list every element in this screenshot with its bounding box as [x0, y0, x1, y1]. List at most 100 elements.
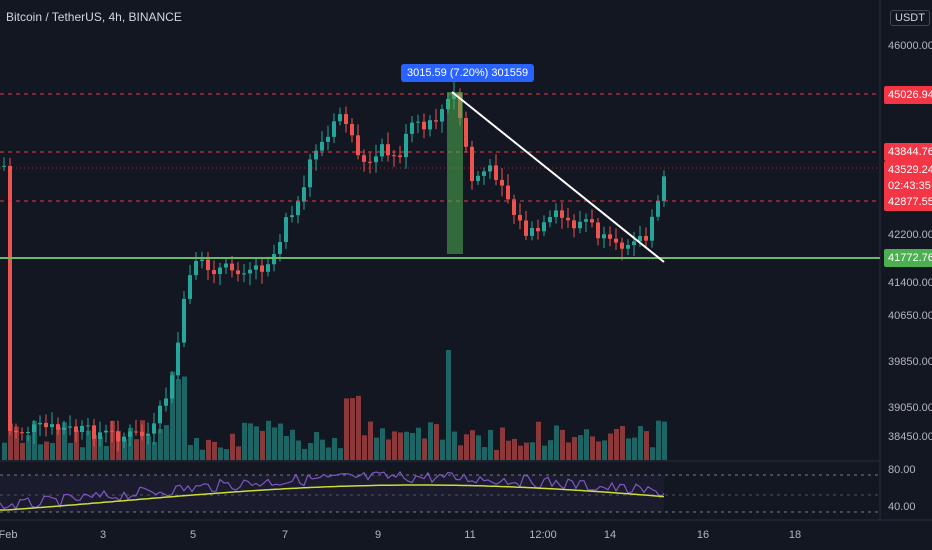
- volume-bar: [650, 447, 655, 460]
- volume-bar: [38, 444, 43, 460]
- volume-bar: [62, 422, 67, 460]
- candle-body: [434, 120, 438, 122]
- candle-body: [56, 424, 60, 430]
- time-tick: 12:00: [529, 529, 557, 541]
- candle-body: [104, 430, 108, 433]
- volume-bar: [626, 438, 631, 460]
- candle-body: [86, 425, 90, 427]
- volume-bar: [554, 425, 559, 460]
- volume-bar: [14, 426, 19, 460]
- candle-body: [290, 215, 294, 218]
- candle-body: [176, 342, 180, 376]
- candle-body: [662, 176, 666, 201]
- volume-bar: [578, 435, 583, 460]
- volume-bar: [320, 439, 325, 460]
- candle-body: [158, 405, 162, 424]
- time-tick: 7: [281, 529, 289, 541]
- candle-body: [98, 432, 102, 439]
- volume-bar: [344, 398, 349, 460]
- volume-bar: [224, 449, 229, 460]
- level-price-box: 42877.55: [884, 193, 932, 211]
- volume-bar: [218, 447, 223, 460]
- time-tick: Feb: [0, 529, 18, 541]
- candle-body: [428, 120, 432, 130]
- volume-bar: [638, 426, 643, 460]
- candle-body: [530, 228, 534, 236]
- candle-body: [350, 124, 354, 136]
- volume-bar: [290, 429, 295, 460]
- candle-body: [68, 426, 72, 428]
- time-tick: 3: [99, 529, 107, 541]
- volume-bar: [644, 431, 649, 460]
- candle-body: [578, 221, 582, 229]
- volume-bar: [434, 424, 439, 460]
- candle-body: [590, 219, 594, 223]
- candle-body: [524, 220, 528, 236]
- candle-body: [212, 270, 216, 275]
- candle-body: [512, 199, 516, 215]
- volume-bar: [236, 446, 241, 460]
- candle-body: [116, 431, 120, 442]
- volume-bar: [74, 430, 79, 460]
- candle-body: [602, 234, 606, 239]
- volume-bar: [302, 448, 307, 460]
- level-price-box: 45026.94: [884, 86, 932, 104]
- candle-body: [386, 144, 390, 156]
- volume-bar: [500, 427, 505, 460]
- candle-body: [50, 424, 54, 428]
- price-tick: 46000.00: [888, 40, 932, 52]
- candle-body: [308, 159, 312, 188]
- candle-body: [128, 431, 132, 437]
- volume-bar: [596, 441, 601, 460]
- candle-body: [278, 241, 282, 254]
- volume-bar: [86, 430, 91, 460]
- volume-bar: [152, 442, 157, 460]
- candle-body: [272, 253, 276, 265]
- volume-bar: [446, 350, 451, 460]
- volume-bar: [200, 449, 205, 460]
- level-price-box: 43844.76: [884, 143, 932, 161]
- candle-body: [572, 220, 576, 229]
- candle-body: [38, 422, 42, 425]
- volume-bar: [632, 437, 637, 460]
- volume-bar: [80, 447, 85, 460]
- volume-bar: [176, 379, 181, 460]
- descending-trendline[interactable]: [451, 91, 665, 263]
- volume-bar: [188, 445, 193, 460]
- volume-bar: [482, 447, 487, 460]
- volume-bar: [602, 440, 607, 460]
- volume-bar: [104, 446, 109, 460]
- volume-bar: [296, 440, 301, 460]
- candle-body: [80, 425, 84, 432]
- volume-bar: [392, 431, 397, 460]
- rsi-tick: 80.00: [888, 464, 916, 476]
- volume-bar: [458, 445, 463, 460]
- volume-bar: [92, 435, 97, 460]
- currency-selector[interactable]: USDT: [890, 10, 930, 26]
- volume-bar: [662, 421, 667, 460]
- measure-range-box[interactable]: [447, 92, 463, 254]
- volume-bar: [368, 421, 373, 460]
- candle-body: [470, 146, 474, 181]
- rsi-ma-line: [0, 484, 665, 511]
- volume-bar: [488, 429, 493, 460]
- volume-bar: [158, 429, 163, 460]
- volume-bar: [260, 430, 265, 460]
- chart-title: Bitcoin / TetherUS, 4h, BINANCE: [6, 10, 182, 24]
- volume-bar: [182, 376, 187, 460]
- candle-body: [218, 267, 222, 275]
- volume-bar: [464, 434, 469, 460]
- candle-body: [146, 433, 150, 436]
- support-price-box: 41772.76: [884, 249, 932, 267]
- volume-bar: [380, 428, 385, 460]
- volume-bar: [308, 443, 313, 460]
- price-tick: 38450.00: [888, 431, 932, 443]
- volume-bar: [134, 439, 139, 460]
- candle-body: [518, 214, 522, 221]
- volume-bar: [326, 447, 331, 460]
- candle-body: [500, 179, 504, 186]
- candle-body: [224, 263, 228, 268]
- volume-bar: [2, 442, 7, 460]
- price-tick: 39850.00: [888, 356, 932, 368]
